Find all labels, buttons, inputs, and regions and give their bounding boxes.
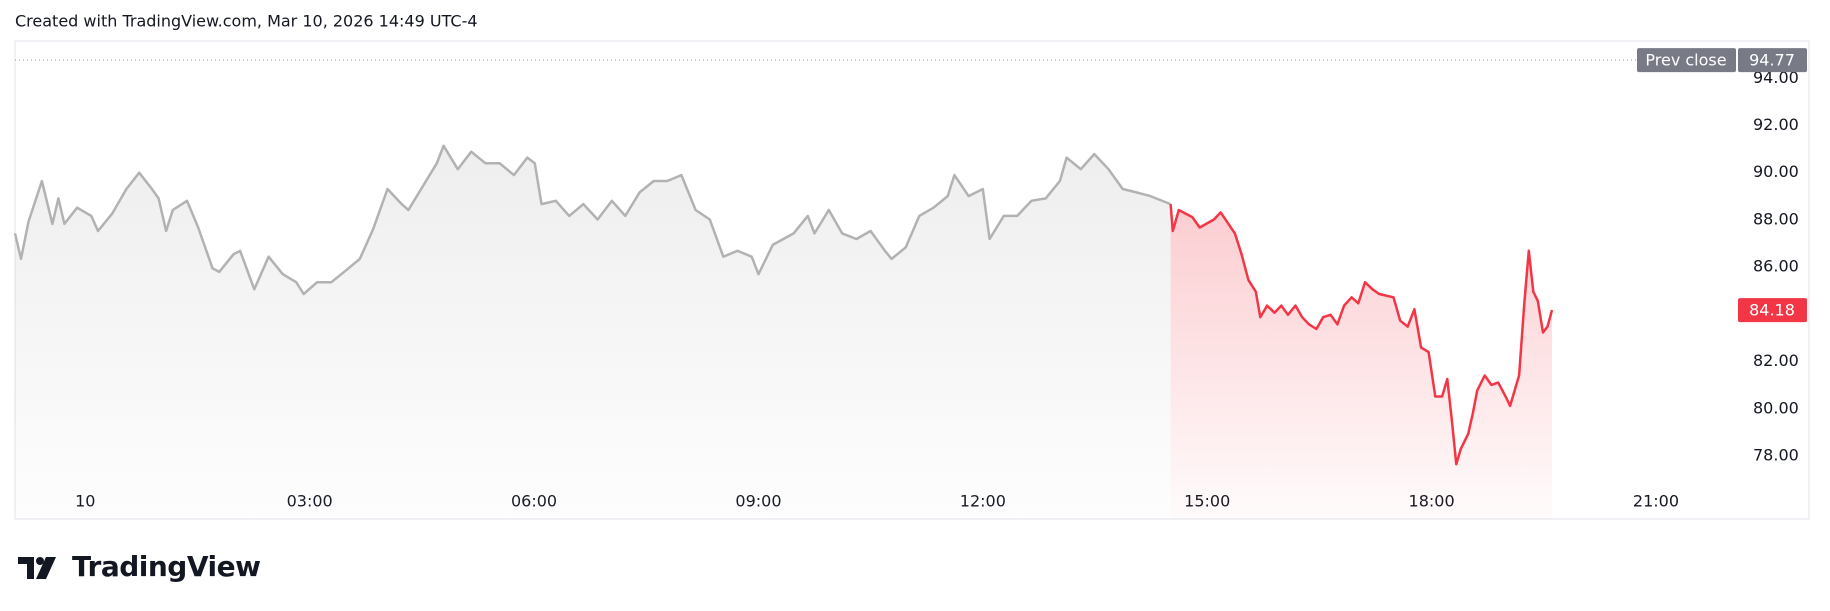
area-fill: [15, 145, 1171, 520]
prev-close-label: Prev close: [1645, 51, 1726, 70]
area-fill: [1170, 204, 1552, 519]
last-price-label: 84.18: [1749, 301, 1795, 320]
price-line: [1169, 203, 1554, 466]
x-tick-label: 21:00: [1633, 492, 1679, 511]
prev-close-value-tag: [1738, 48, 1807, 73]
y-tick-label: 86.00: [1753, 257, 1799, 276]
y-tick-label: 94.00: [1753, 68, 1799, 87]
y-tick-label: 92.00: [1753, 115, 1799, 134]
header: Created with TradingView.com, Mar 10, 20…: [15, 12, 478, 31]
logo: [18, 557, 56, 579]
y-tick-label: 82.00: [1753, 351, 1799, 370]
y-tick-label: 78.00: [1753, 445, 1799, 464]
logo-icon: [36, 557, 56, 579]
last-price-tag: [1738, 298, 1807, 323]
logo-text: TradingView: [72, 550, 260, 583]
logo-icon: [18, 557, 34, 579]
y-tick-label: 90.00: [1753, 162, 1799, 181]
prev-close-tag: [1637, 48, 1736, 73]
price-line: [13, 144, 1172, 296]
y-tick-label: 80.00: [1753, 398, 1799, 417]
logo-icon: [36, 557, 44, 565]
prev-close-value: 94.77: [1749, 51, 1795, 70]
y-tick-label: 88.00: [1753, 209, 1799, 228]
